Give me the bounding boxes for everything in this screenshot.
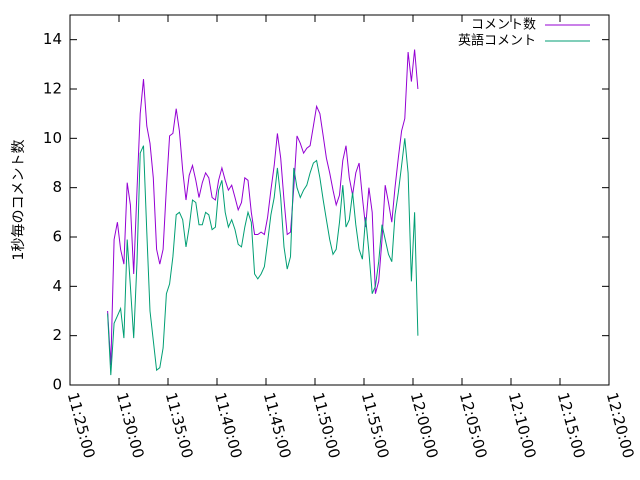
x-tick-label: 12:20:00: [603, 391, 638, 461]
y-tick-label: 14: [43, 30, 62, 48]
y-axis-label: 1秒毎のコメント数: [11, 140, 27, 261]
series-line-2: [107, 138, 419, 376]
y-axis-ticks: 0 2 4 6 8 10 12 14: [43, 30, 609, 394]
x-tick-label: 11:55:00: [358, 391, 393, 461]
legend-label-1: コメント数: [471, 18, 536, 33]
y-tick-label: 12: [43, 80, 62, 98]
data-series: [107, 49, 419, 376]
x-tick-label: 12:10:00: [505, 391, 540, 461]
plot-frame: [69, 14, 610, 386]
series-line-1: [107, 49, 419, 366]
legend-label-2: 英語コメント: [458, 33, 536, 49]
x-tick-label: 12:15:00: [554, 391, 589, 461]
x-axis-ticks: 11:25:00 11:30:00 11:35:00 11:40:00 11:45:00…: [64, 15, 638, 460]
x-tick-label: 12:00:00: [407, 391, 442, 461]
x-tick-label: 11:50:00: [309, 391, 344, 461]
y-tick-label: 0: [52, 376, 62, 394]
x-tick-label: 11:45:00: [260, 391, 295, 461]
axes: [69, 14, 610, 386]
y-tick-label: 6: [52, 228, 62, 246]
x-tick-label: 12:05:00: [456, 391, 491, 461]
x-tick-label: 11:25:00: [64, 391, 99, 461]
y-tick-label: 8: [52, 178, 62, 196]
y-tick-label: 10: [43, 129, 62, 147]
y-tick-label: 4: [52, 277, 62, 295]
y-tick-label: 2: [52, 326, 62, 344]
x-tick-label: 11:30:00: [113, 391, 148, 461]
x-tick-label: 11:35:00: [162, 391, 197, 461]
x-tick-label: 11:40:00: [211, 391, 246, 461]
